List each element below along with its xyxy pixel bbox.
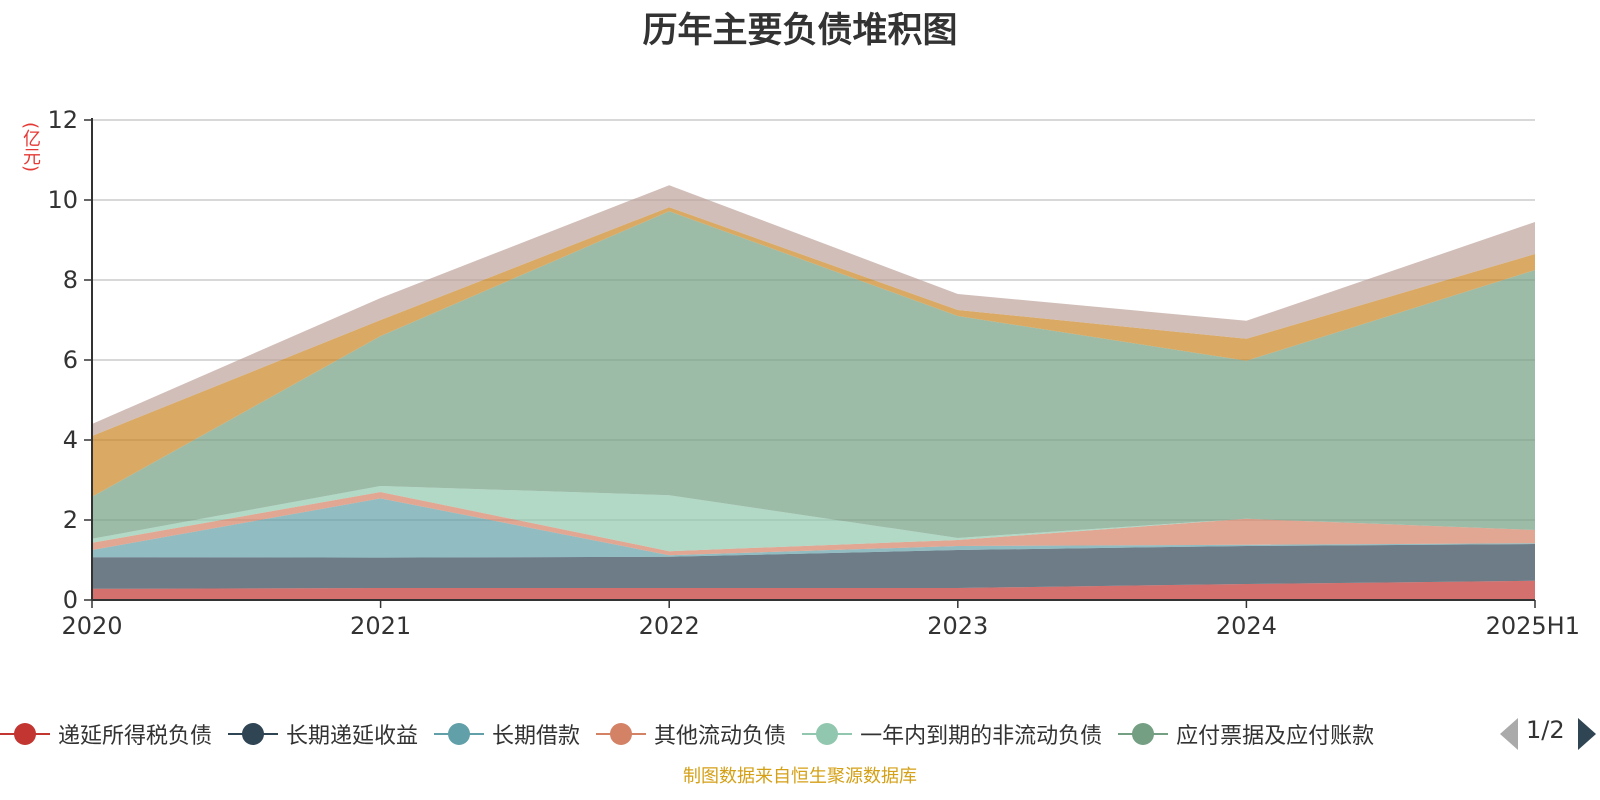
y-tick-label: 2 bbox=[63, 506, 78, 534]
x-tick-label: 2023 bbox=[927, 612, 988, 640]
x-tick-label: 2021 bbox=[350, 612, 411, 640]
area-series-2 bbox=[92, 498, 1535, 558]
stacked-area-chart: 0 2 4 6 8 10 12 2020 2021 2022 2023 2024 2025H1 bbox=[47, 106, 1580, 640]
y-tick-label: 6 bbox=[63, 346, 78, 374]
legend-label: 递延所得税负债 bbox=[58, 724, 213, 749]
chart-title: 历年主要负债堆积图 bbox=[642, 11, 958, 51]
legend-marker-icon bbox=[434, 722, 485, 746]
legend-next-page-icon[interactable] bbox=[1578, 718, 1596, 750]
legend-marker-icon bbox=[228, 722, 279, 746]
axes bbox=[84, 118, 1536, 608]
legend-label: 其他流动负债 bbox=[654, 724, 787, 749]
x-tick-label: 2025H1 bbox=[1486, 612, 1580, 640]
legend-item-3[interactable]: 其他流动负债 bbox=[596, 712, 786, 756]
area-series-1 bbox=[92, 544, 1535, 589]
legend-label: 长期借款 bbox=[492, 724, 581, 749]
legend-item-4[interactable]: 一年内到期的非流动负债 bbox=[802, 712, 1102, 756]
y-tick-label: 12 bbox=[47, 106, 78, 134]
tick-labels: 0 2 4 6 8 10 12 2020 2021 2022 2023 2024 2025H1 bbox=[47, 106, 1580, 640]
area-series-4 bbox=[92, 486, 1535, 552]
legend-item-2[interactable]: 长期借款 bbox=[434, 712, 580, 756]
legend-marker-icon bbox=[802, 722, 853, 746]
legend-item-5[interactable]: 应付票据及应付账款 bbox=[1118, 712, 1374, 756]
legend-label: 应付票据及应付账款 bbox=[1176, 724, 1375, 749]
legend-label: 长期递延收益 bbox=[286, 724, 419, 749]
legend: 递延所得税负债 长期递延收益 长期借款 其他流动负债 一年内到期的非流动负债 应付票据及应… bbox=[0, 712, 1600, 756]
area-series-5 bbox=[92, 211, 1535, 539]
legend-items: 递延所得税负债 长期递延收益 长期借款 其他流动负债 一年内到期的非流动负债 应付票据及应… bbox=[0, 712, 1482, 756]
area-series bbox=[92, 185, 1535, 600]
area-series-3 bbox=[92, 492, 1535, 556]
area-series-6 bbox=[92, 207, 1535, 497]
x-tick-label: 2022 bbox=[639, 612, 700, 640]
legend-item-0[interactable]: 递延所得税负债 bbox=[0, 712, 212, 756]
y-tick-label: 0 bbox=[63, 586, 78, 614]
source-note: 制图数据来自恒生聚源数据库 bbox=[683, 766, 917, 787]
x-tick-label: 2020 bbox=[61, 612, 122, 640]
area-series-7 bbox=[92, 185, 1535, 436]
y-axis-unit-label: (亿元) bbox=[20, 122, 41, 173]
area-series-0 bbox=[92, 580, 1535, 600]
legend-item-1[interactable]: 长期递延收益 bbox=[228, 712, 418, 756]
legend-prev-page-icon[interactable] bbox=[1500, 718, 1518, 750]
legend-page-indicator: 1/2 bbox=[1526, 716, 1565, 744]
y-tick-label: 8 bbox=[63, 266, 78, 294]
legend-marker-icon bbox=[1118, 722, 1169, 746]
legend-label: 一年内到期的非流动负债 bbox=[860, 724, 1103, 749]
x-tick-label: 2024 bbox=[1216, 612, 1277, 640]
y-tick-label: 4 bbox=[63, 426, 78, 454]
legend-pager: 1/2 bbox=[1500, 716, 1600, 752]
legend-marker-icon bbox=[0, 722, 50, 746]
y-tick-label: 10 bbox=[47, 186, 78, 214]
legend-marker-icon bbox=[596, 722, 647, 746]
